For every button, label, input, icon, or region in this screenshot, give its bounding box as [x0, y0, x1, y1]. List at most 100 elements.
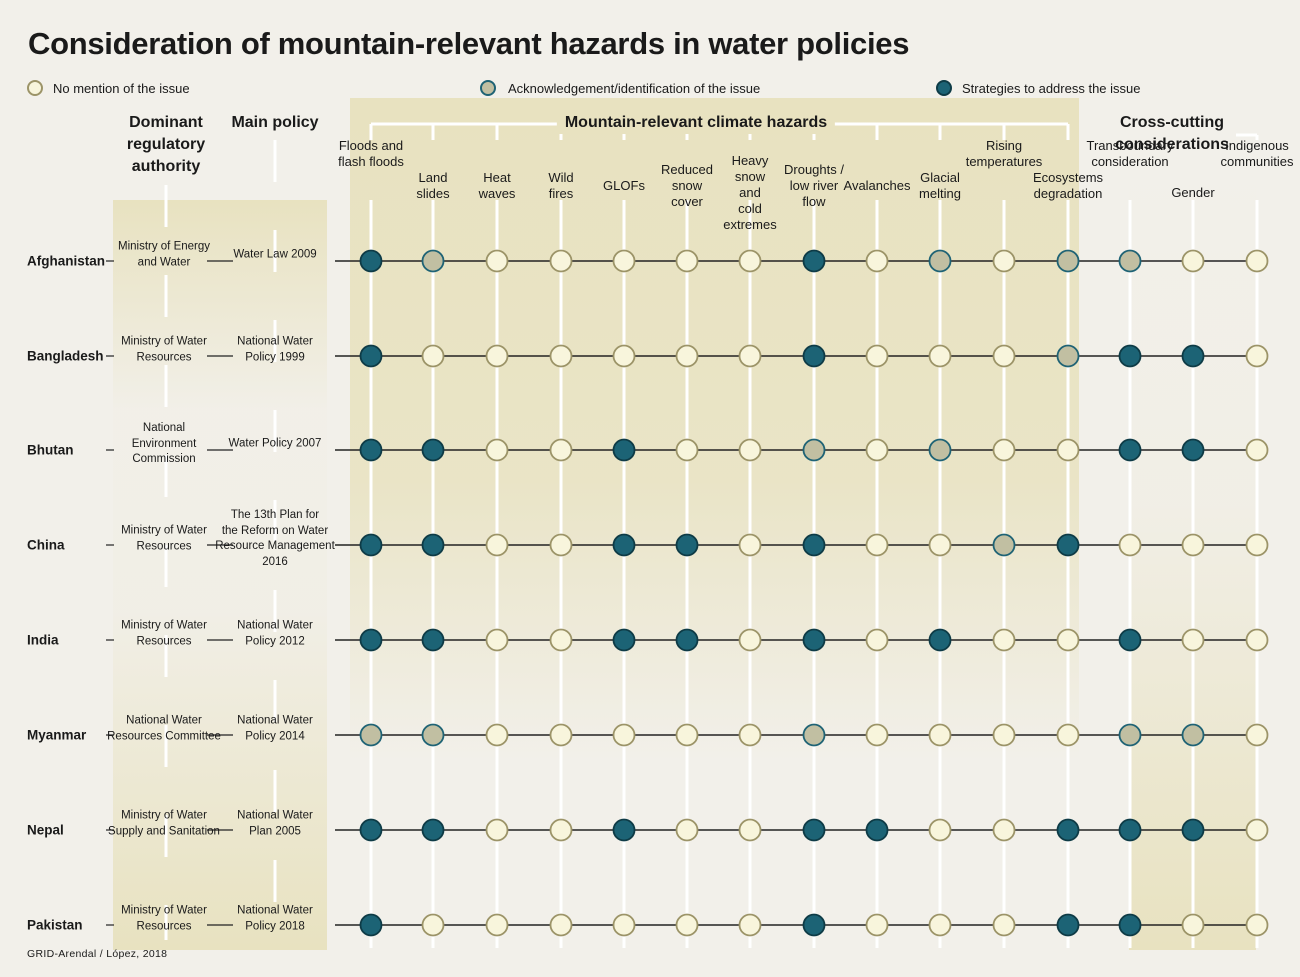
cell-gender-none [1181, 533, 1205, 557]
cell-wildfires-none [549, 533, 573, 557]
policy-label: Water Policy 2007 [228, 437, 322, 450]
cell-snowcover-strat [675, 533, 699, 557]
cell-transboundary-ack [1118, 723, 1142, 747]
cell-snowcover-none [675, 438, 699, 462]
cell-landslides-none [421, 344, 445, 368]
cell-floods-strat [359, 913, 383, 937]
cell-heavysnow-none [738, 913, 762, 937]
column-label-glacial: Glacial melting [919, 170, 961, 201]
cell-floods-strat [359, 628, 383, 652]
cell-floods-strat [359, 249, 383, 273]
cell-wildfires-none [549, 913, 573, 937]
cell-droughts-ack [802, 723, 826, 747]
column-label-transboundary: Transboundary consideration [1086, 138, 1174, 169]
legend-item-strat: Strategies to address the issue [936, 76, 1141, 100]
cell-glofs-strat [612, 818, 636, 842]
cell-landslides-strat [421, 818, 445, 842]
cell-floods-strat [359, 344, 383, 368]
cell-glofs-none [612, 913, 636, 937]
country-label: Nepal [27, 822, 64, 838]
cell-temps-none [992, 438, 1016, 462]
credit: GRID-Arendal / López, 2018 [27, 948, 168, 960]
cell-snowcover-none [675, 818, 699, 842]
cell-glacial-strat [928, 628, 952, 652]
cell-indigenous-none [1245, 628, 1269, 652]
policy-label: National Water Policy 1999 [237, 335, 313, 364]
cell-droughts-strat [802, 818, 826, 842]
cell-glofs-none [612, 249, 636, 273]
cell-ecosystems-none [1056, 628, 1080, 652]
cell-ecosystems-ack [1056, 249, 1080, 273]
cell-gender-strat [1181, 818, 1205, 842]
authority-label: National Water Resources Committee [107, 714, 221, 743]
cell-indigenous-none [1245, 438, 1269, 462]
cell-gender-strat [1181, 438, 1205, 462]
cell-droughts-strat [802, 628, 826, 652]
country-label: Pakistan [27, 917, 83, 933]
cell-wildfires-none [549, 723, 573, 747]
cell-ecosystems-strat [1056, 913, 1080, 937]
cell-landslides-strat [421, 628, 445, 652]
column-label-floods: Floods and flash floods [338, 138, 404, 169]
cell-floods-strat [359, 533, 383, 557]
cell-avalanches-none [865, 723, 889, 747]
cell-temps-none [992, 913, 1016, 937]
cell-landslides-ack [421, 249, 445, 273]
country-label: India [27, 632, 59, 648]
cell-temps-none [992, 723, 1016, 747]
policy-label: National Water Policy 2018 [237, 904, 313, 933]
policy-label: National Water Policy 2012 [237, 619, 313, 648]
cell-droughts-strat [802, 533, 826, 557]
cell-avalanches-none [865, 913, 889, 937]
cell-transboundary-strat [1118, 818, 1142, 842]
cell-avalanches-none [865, 533, 889, 557]
cell-heat-none [485, 723, 509, 747]
cell-droughts-ack [802, 438, 826, 462]
cell-glofs-strat [612, 628, 636, 652]
column-label-droughts: Droughts / low river flow [784, 162, 844, 209]
cell-glofs-none [612, 723, 636, 747]
cell-transboundary-ack [1118, 249, 1142, 273]
column-label-ecosystems: Ecosystems degradation [1032, 170, 1104, 201]
cell-transboundary-strat [1118, 628, 1142, 652]
cell-landslides-strat [421, 533, 445, 557]
cell-landslides-ack [421, 723, 445, 747]
cell-landslides-strat [421, 438, 445, 462]
cell-glacial-none [928, 344, 952, 368]
cell-gender-none [1181, 628, 1205, 652]
cell-floods-strat [359, 438, 383, 462]
column-label-indigenous: Indigenous communities [1220, 138, 1294, 169]
authority-label: Ministry of Water Resources [121, 904, 207, 933]
cell-glacial-ack [928, 249, 952, 273]
column-label-heat: Heat waves [478, 170, 516, 201]
cell-heavysnow-none [738, 344, 762, 368]
cell-glofs-strat [612, 533, 636, 557]
none-circle-icon [27, 80, 43, 96]
cell-wildfires-none [549, 438, 573, 462]
cell-glacial-none [928, 533, 952, 557]
panel-hazards [350, 98, 1079, 950]
column-label-temps: Rising temperatures [965, 138, 1043, 169]
country-label: Bangladesh [27, 348, 104, 364]
cell-heavysnow-none [738, 533, 762, 557]
cell-glofs-strat [612, 438, 636, 462]
cell-droughts-strat [802, 913, 826, 937]
cell-avalanches-none [865, 628, 889, 652]
country-label: Bhutan [27, 442, 74, 458]
policy-label: The 13th Plan for the Reform on Water Re… [215, 509, 335, 568]
cell-ecosystems-ack [1056, 344, 1080, 368]
legend-item-ack: Acknowledgement/identification of the is… [480, 76, 760, 100]
column-label-wildfires: Wild fires [548, 170, 574, 201]
cell-heat-none [485, 913, 509, 937]
cell-landslides-none [421, 913, 445, 937]
authority-label: Ministry of Water Resources [121, 619, 207, 648]
cell-gender-none [1181, 913, 1205, 937]
cell-floods-strat [359, 818, 383, 842]
cell-heavysnow-none [738, 818, 762, 842]
cell-transboundary-none [1118, 533, 1142, 557]
column-label-snowcover: Reduced snow cover [660, 162, 714, 209]
column-label-glofs: GLOFs [603, 178, 645, 193]
legend-item-none: No mention of the issue [27, 76, 190, 100]
